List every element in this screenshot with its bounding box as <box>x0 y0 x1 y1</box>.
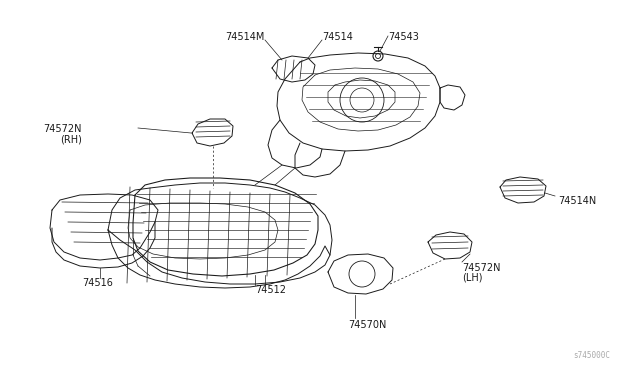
Text: 74543: 74543 <box>388 32 419 42</box>
Text: (LH): (LH) <box>462 273 483 283</box>
Text: 74514M: 74514M <box>226 32 265 42</box>
Text: 74512: 74512 <box>255 285 286 295</box>
Text: 74572N: 74572N <box>462 263 500 273</box>
Text: (RH): (RH) <box>60 134 82 144</box>
Text: 74516: 74516 <box>82 278 113 288</box>
Text: s745000C: s745000C <box>573 351 610 360</box>
Text: 74572N: 74572N <box>44 124 82 134</box>
Text: 74514N: 74514N <box>558 196 596 206</box>
Text: 74514: 74514 <box>322 32 353 42</box>
Text: 74570N: 74570N <box>348 320 387 330</box>
